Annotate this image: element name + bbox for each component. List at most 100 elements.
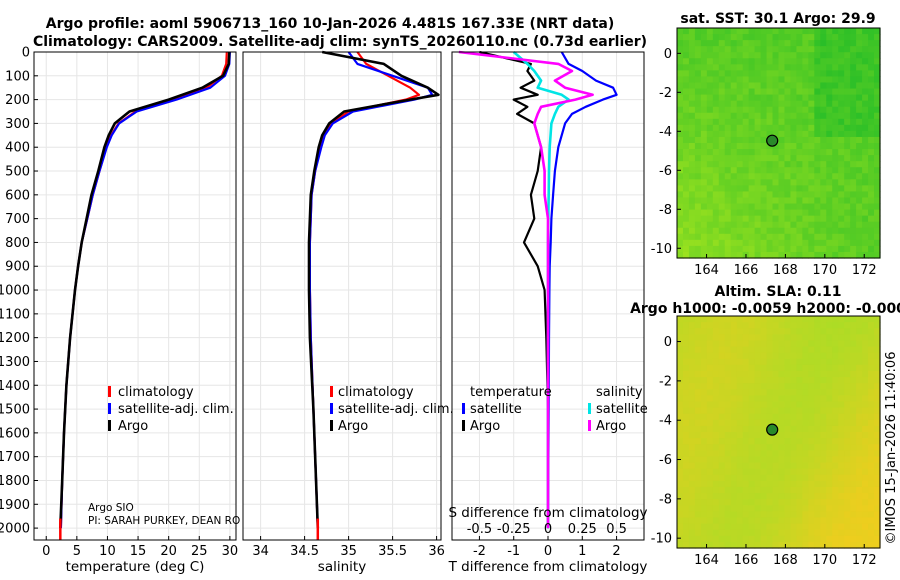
map-cell	[688, 191, 696, 199]
map-cell	[760, 58, 768, 65]
map-cell	[826, 352, 833, 360]
map-cell	[802, 130, 809, 138]
map-cell	[802, 221, 809, 229]
map-cell	[844, 179, 851, 186]
map-cell	[826, 407, 833, 415]
map-cell	[694, 221, 702, 229]
map-cell	[820, 395, 827, 403]
map-cell	[677, 523, 684, 531]
map-cell	[772, 112, 780, 120]
map-cell	[850, 88, 857, 96]
map-cell	[700, 76, 708, 84]
sst-map-longitude-ticks: 164 166 168 170 172	[694, 254, 877, 278]
map-cell	[736, 438, 744, 445]
map-cell	[760, 227, 768, 235]
map-cell	[700, 215, 708, 223]
map-cell	[868, 529, 875, 537]
map-cell	[802, 523, 809, 531]
map-cell	[724, 328, 732, 335]
map-cell	[784, 383, 792, 390]
map-cell	[754, 34, 762, 41]
map-cell	[814, 149, 821, 156]
map-cell	[718, 173, 726, 180]
map-cell	[718, 438, 726, 445]
map-cell	[832, 251, 839, 259]
map-cell	[724, 462, 732, 470]
map-cell	[718, 389, 726, 396]
map-cell	[874, 352, 881, 360]
map-cell	[802, 245, 809, 253]
map-cell	[850, 227, 857, 235]
map-cell	[718, 58, 726, 65]
map-cell	[820, 328, 827, 335]
map-cell	[874, 480, 881, 488]
map-cell	[772, 346, 780, 354]
map-cell	[730, 444, 738, 451]
map-cell	[814, 58, 821, 65]
map-cell	[736, 52, 744, 59]
map-cell	[856, 40, 863, 47]
map-cell	[706, 352, 714, 360]
map-cell	[868, 58, 875, 65]
map-cell	[844, 419, 851, 427]
map-cell	[736, 221, 744, 229]
map-cell	[748, 340, 756, 348]
map-cell	[724, 34, 732, 41]
map-cell	[862, 474, 869, 482]
map-cell	[826, 34, 833, 41]
map-cell	[730, 124, 738, 132]
y-tick-label: 1300	[0, 355, 30, 370]
map-cell	[694, 395, 702, 403]
map-cell	[700, 52, 708, 59]
map-cell	[784, 173, 792, 180]
map-cell	[718, 76, 726, 84]
map-cell	[808, 407, 815, 415]
map-cell	[677, 389, 684, 396]
map-cell	[706, 486, 714, 494]
map-cell	[790, 251, 798, 259]
map-cell	[862, 413, 869, 421]
y-tick-label: 300	[5, 117, 30, 132]
map-cell	[772, 58, 780, 65]
map-cell	[748, 155, 756, 162]
map-cell	[766, 444, 774, 451]
map-cell	[844, 233, 851, 241]
map-cell	[736, 493, 744, 500]
map-cell	[688, 179, 696, 186]
map-cell	[754, 100, 762, 108]
map-cell	[700, 468, 708, 476]
map-cell	[766, 46, 774, 53]
map-cell	[688, 438, 696, 445]
map-cell	[688, 334, 696, 342]
map-cell	[850, 179, 857, 186]
map-cell	[802, 334, 809, 342]
map-cell	[677, 227, 684, 235]
map-cell	[826, 358, 833, 366]
map-cell	[874, 100, 881, 108]
map-cell	[796, 124, 803, 132]
map-cell	[802, 529, 809, 537]
map-cell	[730, 505, 738, 512]
map-cell	[712, 493, 720, 500]
map-cell	[688, 352, 696, 360]
map-cell	[844, 173, 851, 180]
map-cell	[778, 130, 786, 138]
map-cell	[844, 340, 851, 348]
map-cell	[748, 112, 756, 120]
map-cell	[802, 322, 809, 329]
map-cell	[730, 462, 738, 470]
map-cell	[742, 143, 750, 150]
map-cell	[754, 401, 762, 409]
map-cell	[736, 179, 744, 186]
map-cell	[706, 106, 714, 114]
map-cell	[766, 419, 774, 427]
map-cell	[784, 340, 792, 348]
map-cell	[850, 529, 857, 537]
map-cell	[808, 28, 815, 35]
map-cell	[862, 100, 869, 108]
map-cell	[706, 358, 714, 366]
map-cell	[706, 155, 714, 162]
map-cell	[850, 395, 857, 403]
map-cell	[700, 462, 708, 470]
map-cell	[754, 52, 762, 59]
